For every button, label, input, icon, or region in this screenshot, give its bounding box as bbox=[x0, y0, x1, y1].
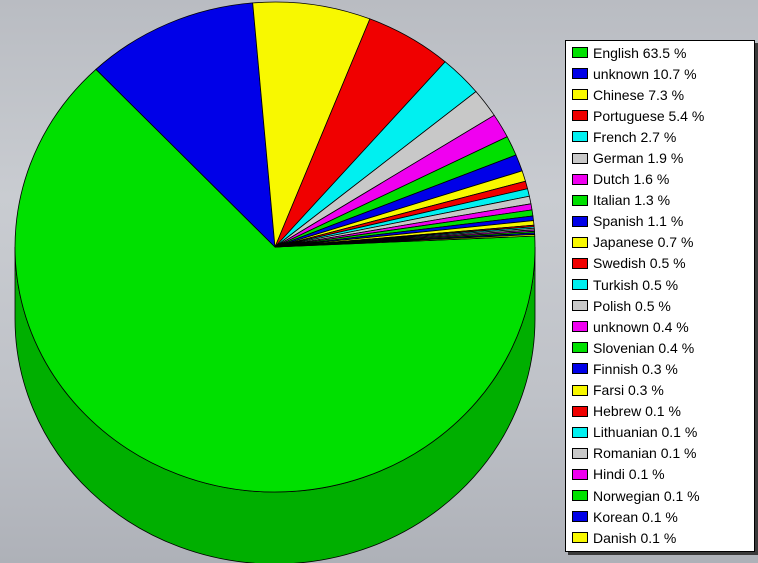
legend-label: Turkish 0.5 % bbox=[593, 276, 679, 293]
legend-item: Norwegian 0.1 % bbox=[572, 485, 754, 506]
legend-swatch bbox=[572, 194, 588, 206]
legend-label: Hebrew 0.1 % bbox=[593, 403, 681, 420]
legend-label: English 63.5 % bbox=[593, 44, 687, 61]
pie-top bbox=[14, 1, 536, 493]
legend-item: Japanese 0.7 % bbox=[572, 232, 754, 253]
legend-item: unknown 0.4 % bbox=[572, 316, 754, 337]
legend-item: Italian 1.3 % bbox=[572, 190, 754, 211]
legend-swatch bbox=[572, 321, 588, 333]
legend-swatch bbox=[572, 110, 588, 122]
pie-plot-area bbox=[14, 1, 536, 563]
pie-slice-unknown-2 bbox=[95, 2, 276, 249]
pie-slice-english-1 bbox=[14, 68, 536, 493]
legend-item: Turkish 0.5 % bbox=[572, 274, 754, 295]
legend-label: Italian 1.3 % bbox=[593, 192, 671, 209]
legend-item: French 2.7 % bbox=[572, 126, 754, 147]
legend-swatch bbox=[572, 447, 588, 459]
legend-item: Hebrew 0.1 % bbox=[572, 401, 754, 422]
legend-item: Lithuanian 0.1 % bbox=[572, 422, 754, 443]
legend-item: unknown 10.7 % bbox=[572, 63, 754, 84]
legend-item: Polish 0.5 % bbox=[572, 295, 754, 316]
legend-label: Danish 0.1 % bbox=[593, 529, 677, 546]
legend-label: Swedish 0.5 % bbox=[593, 255, 686, 272]
legend-item: Chinese 7.3 % bbox=[572, 84, 754, 105]
legend-label: Chinese 7.3 % bbox=[593, 86, 685, 103]
legend-label: Spanish 1.1 % bbox=[593, 213, 684, 230]
legend-label: Slovenian 0.4 % bbox=[593, 339, 695, 356]
legend-swatch bbox=[572, 490, 588, 502]
legend-swatch bbox=[572, 384, 588, 396]
legend-item: Slovenian 0.4 % bbox=[572, 337, 754, 358]
legend-item: Dutch 1.6 % bbox=[572, 169, 754, 190]
legend-label: Dutch 1.6 % bbox=[593, 171, 670, 188]
legend-item: Hindi 0.1 % bbox=[572, 464, 754, 485]
legend-label: Portuguese 5.4 % bbox=[593, 107, 705, 124]
legend-item: Swedish 0.5 % bbox=[572, 253, 754, 274]
legend-swatch bbox=[572, 532, 588, 544]
legend-label: Korean 0.1 % bbox=[593, 508, 678, 525]
legend-swatch bbox=[572, 342, 588, 354]
legend-item: English 63.5 % bbox=[572, 42, 754, 63]
legend-swatch bbox=[572, 68, 588, 80]
legend-swatch bbox=[572, 511, 588, 523]
legend-label: Finnish 0.3 % bbox=[593, 360, 678, 377]
legend-item: Korean 0.1 % bbox=[572, 506, 754, 527]
chart-legend: English 63.5 % unknown 10.7 % Chinese 7.3 … bbox=[565, 40, 755, 552]
legend-label: German 1.9 % bbox=[593, 150, 684, 167]
legend-label: Lithuanian 0.1 % bbox=[593, 424, 698, 441]
legend-label: Japanese 0.7 % bbox=[593, 234, 694, 251]
legend-swatch bbox=[572, 173, 588, 185]
legend-swatch bbox=[572, 468, 588, 480]
legend-swatch bbox=[572, 152, 588, 164]
pie-slice-danish-24 bbox=[274, 234, 536, 248]
legend-item: Farsi 0.3 % bbox=[572, 380, 754, 401]
legend-item: Danish 0.1 % bbox=[572, 527, 754, 548]
legend-swatch bbox=[572, 426, 588, 438]
legend-swatch bbox=[572, 215, 588, 227]
legend-swatch bbox=[572, 279, 588, 291]
legend-label: French 2.7 % bbox=[593, 128, 677, 145]
legend-swatch bbox=[572, 47, 588, 59]
legend-swatch bbox=[572, 300, 588, 312]
legend-label: Norwegian 0.1 % bbox=[593, 487, 700, 504]
legend-item: Spanish 1.1 % bbox=[572, 211, 754, 232]
legend-item: German 1.9 % bbox=[572, 147, 754, 168]
legend-swatch bbox=[572, 236, 588, 248]
legend-label: Hindi 0.1 % bbox=[593, 466, 665, 483]
legend-swatch bbox=[572, 363, 588, 375]
legend-swatch bbox=[572, 405, 588, 417]
legend-item: Romanian 0.1 % bbox=[572, 443, 754, 464]
legend-swatch bbox=[572, 131, 588, 143]
legend-item: Portuguese 5.4 % bbox=[572, 105, 754, 126]
legend-label: Romanian 0.1 % bbox=[593, 445, 697, 462]
legend-label: Farsi 0.3 % bbox=[593, 382, 664, 399]
legend-label: unknown 0.4 % bbox=[593, 318, 689, 335]
pie-slice-chinese-3 bbox=[252, 1, 371, 248]
legend-item: Finnish 0.3 % bbox=[572, 358, 754, 379]
legend-label: unknown 10.7 % bbox=[593, 65, 697, 82]
legend-swatch bbox=[572, 89, 588, 101]
legend-label: Polish 0.5 % bbox=[593, 297, 671, 314]
legend-swatch bbox=[572, 257, 588, 269]
